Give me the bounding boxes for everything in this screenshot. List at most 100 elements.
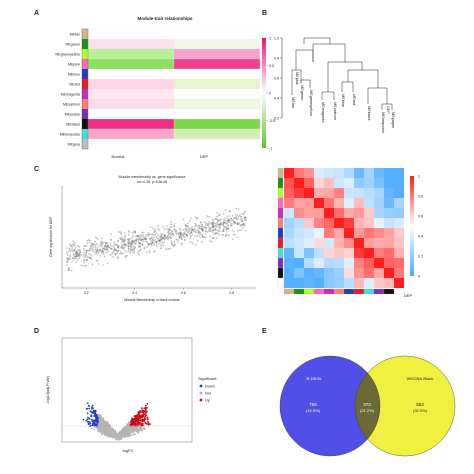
scatter-point bbox=[99, 255, 102, 257]
adjacency-cell bbox=[364, 238, 374, 248]
scatter-point bbox=[142, 238, 144, 241]
scatter-point bbox=[79, 252, 81, 255]
scatter-point bbox=[237, 216, 240, 218]
scatter-point bbox=[101, 248, 104, 250]
venn-set-right-label: WGCNA-Black bbox=[407, 376, 433, 381]
scatter-point bbox=[237, 208, 240, 210]
scatter-point bbox=[113, 246, 116, 249]
venn-set-left-label: R-DEGs bbox=[307, 376, 322, 381]
scatter-point bbox=[70, 269, 73, 272]
scatter-point bbox=[71, 260, 73, 263]
scatter-point bbox=[125, 251, 128, 253]
scatter-point bbox=[222, 233, 224, 236]
scatter-point bbox=[138, 242, 141, 244]
scatter-point bbox=[212, 219, 214, 222]
scatter-point bbox=[164, 234, 166, 236]
scatter-point bbox=[226, 222, 229, 224]
adjacency-cell bbox=[384, 198, 394, 208]
scatter-point bbox=[137, 241, 140, 243]
scatter-point bbox=[219, 227, 221, 230]
adjacency-cell bbox=[294, 278, 304, 288]
scatter-point bbox=[99, 249, 102, 252]
scatter-point bbox=[129, 245, 132, 247]
scatter-point bbox=[78, 257, 80, 260]
scatter-point bbox=[146, 241, 148, 243]
scatter-point bbox=[208, 226, 211, 228]
scatter-point bbox=[149, 243, 151, 246]
scatter-point bbox=[123, 232, 126, 234]
adjacency-cell bbox=[394, 228, 404, 238]
scatter-point bbox=[193, 230, 195, 232]
adjacency-cell bbox=[314, 278, 324, 288]
dendrogram-leaf: MEgreen bbox=[300, 85, 304, 100]
scatter-point bbox=[138, 237, 140, 240]
scatter-point bbox=[200, 227, 203, 230]
adjacency-cell bbox=[354, 278, 364, 288]
scatter-point bbox=[150, 243, 153, 245]
scatter-point bbox=[194, 228, 197, 231]
adjacency-cell bbox=[294, 188, 304, 198]
scatter-point bbox=[115, 244, 117, 246]
scatter-point bbox=[78, 249, 80, 251]
module-label: MEpink bbox=[68, 62, 80, 66]
scatter-point bbox=[157, 225, 159, 227]
scatter-point bbox=[184, 239, 186, 241]
scatter-point bbox=[96, 247, 98, 249]
scatter-point bbox=[123, 246, 126, 248]
module-swatch bbox=[82, 129, 88, 139]
adjacency-cell bbox=[384, 258, 394, 268]
adjacency-cell bbox=[334, 168, 344, 178]
scatter-point bbox=[128, 231, 130, 233]
scatter-point bbox=[187, 225, 189, 227]
scatter-point bbox=[189, 228, 192, 230]
scatter-point bbox=[152, 234, 154, 236]
scatter-point bbox=[207, 224, 209, 227]
scatter-point bbox=[206, 231, 209, 233]
scatter-point bbox=[222, 224, 224, 227]
scatter-point bbox=[143, 247, 145, 250]
scatter-point bbox=[142, 234, 144, 236]
scatter-point bbox=[155, 232, 158, 235]
scatter-point bbox=[219, 219, 221, 221]
scatter-point bbox=[149, 233, 151, 236]
scatter-point bbox=[235, 216, 237, 218]
scatter-point bbox=[72, 253, 75, 255]
adjacency-cell bbox=[394, 188, 404, 198]
scatter-point bbox=[169, 232, 172, 234]
scatter-point bbox=[101, 241, 104, 244]
scatter-point bbox=[218, 214, 221, 216]
scatter-point bbox=[96, 249, 98, 251]
adjacency-cell bbox=[284, 248, 294, 258]
scatter-point bbox=[161, 240, 164, 243]
scatter-point bbox=[172, 232, 174, 235]
scatter-point bbox=[127, 248, 130, 250]
adjacency-cell bbox=[374, 218, 384, 228]
scatter-point bbox=[120, 232, 123, 234]
adjacency-cell bbox=[344, 278, 354, 288]
adjacency-cell bbox=[374, 248, 384, 258]
scatter-point bbox=[169, 223, 171, 226]
scatter-point bbox=[150, 236, 153, 238]
scatter-point bbox=[107, 250, 109, 252]
scatter-point bbox=[210, 241, 213, 243]
scatter-point bbox=[123, 249, 126, 251]
scatter-point bbox=[228, 219, 230, 222]
scatter-point bbox=[244, 229, 247, 232]
scatter-point bbox=[148, 250, 151, 252]
scatter-point bbox=[245, 219, 247, 221]
scatter-point bbox=[127, 242, 130, 245]
scatter-point bbox=[105, 251, 107, 254]
adjacency-cell bbox=[324, 198, 334, 208]
scatter-point bbox=[171, 226, 173, 228]
scatter-point bbox=[212, 222, 214, 224]
adjacency-cell bbox=[374, 188, 384, 198]
scatter-point bbox=[187, 231, 190, 233]
volcano-point bbox=[88, 417, 91, 420]
scatter-point bbox=[97, 238, 99, 240]
adjacency-cell bbox=[324, 248, 334, 258]
scatter-point bbox=[147, 242, 149, 245]
scatter-point bbox=[160, 247, 162, 250]
adjacency-cell bbox=[324, 188, 334, 198]
